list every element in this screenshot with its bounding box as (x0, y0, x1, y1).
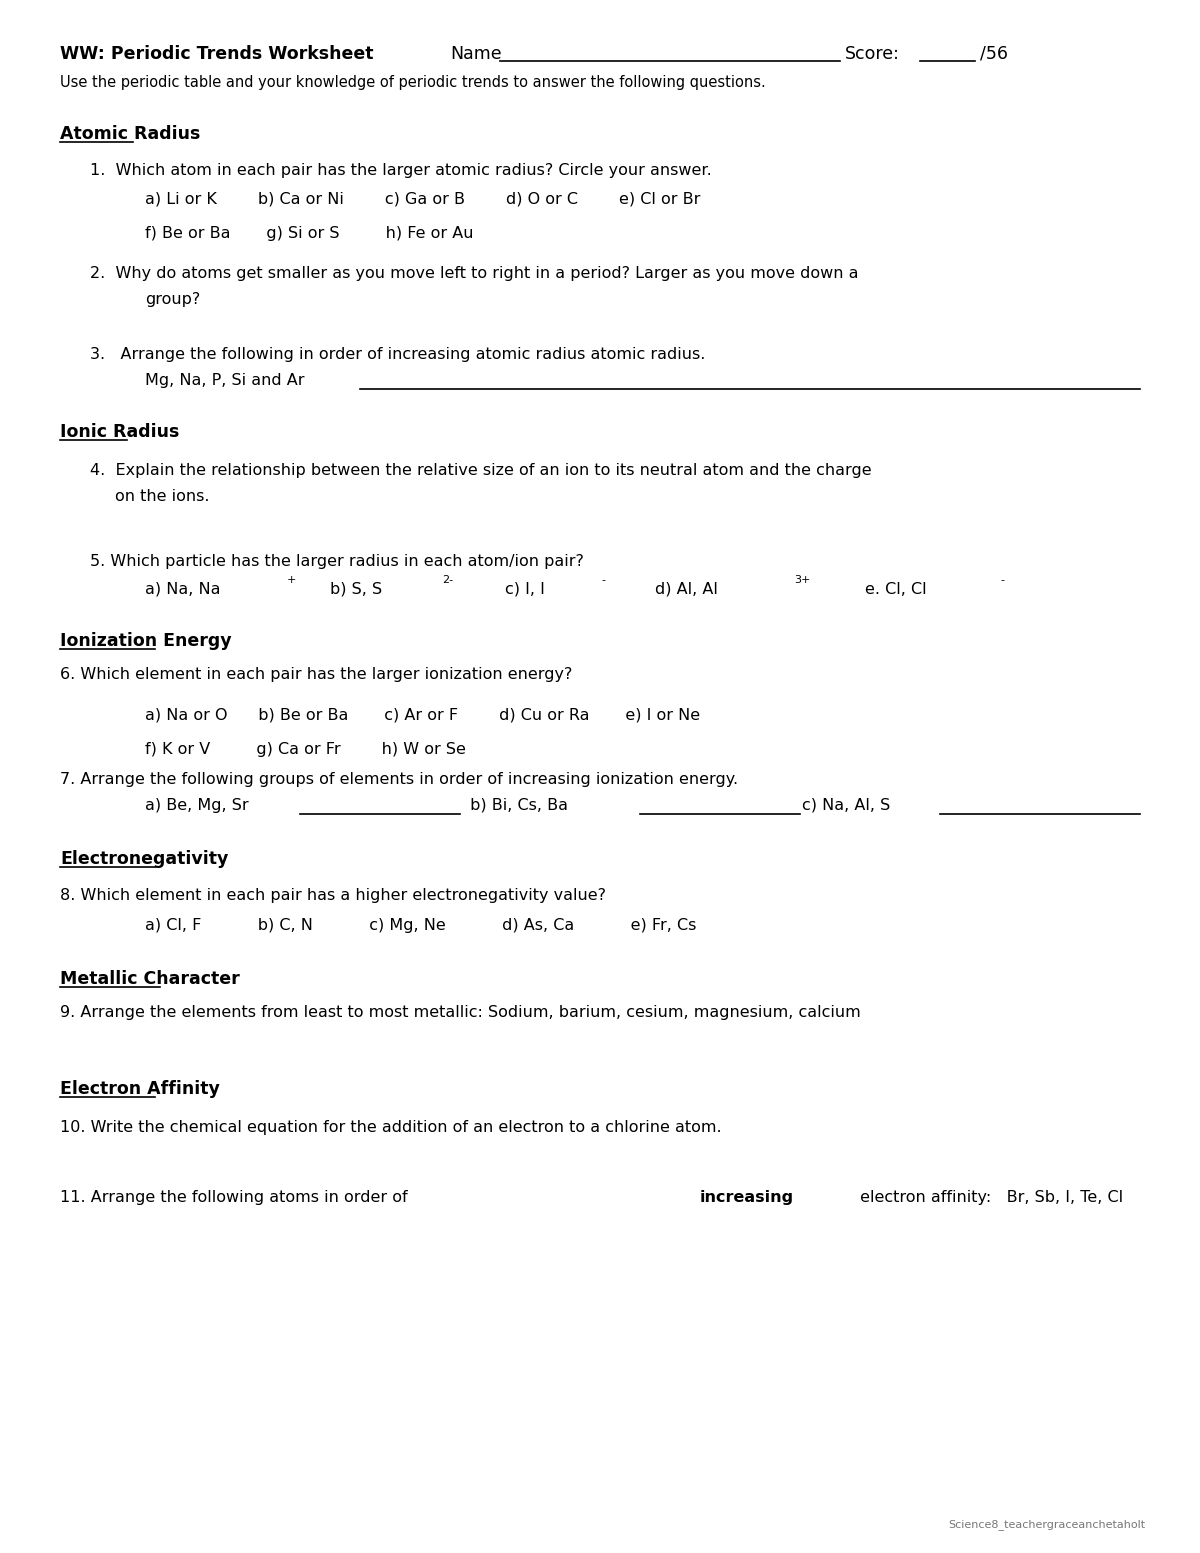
Text: 5. Which particle has the larger radius in each atom/ion pair?: 5. Which particle has the larger radius … (90, 554, 584, 568)
Text: Metallic Character: Metallic Character (60, 971, 240, 988)
Text: 11. Arrange the following atoms in order of: 11. Arrange the following atoms in order… (60, 1190, 413, 1205)
Text: -: - (601, 575, 605, 585)
Text: a) Be, Mg, Sr: a) Be, Mg, Sr (145, 798, 253, 814)
Text: -: - (1000, 575, 1004, 585)
Text: Use the periodic table and your knowledge of periodic trends to answer the follo: Use the periodic table and your knowledg… (60, 75, 766, 90)
Text: 8. Which element in each pair has a higher electronegativity value?: 8. Which element in each pair has a high… (60, 888, 606, 902)
Text: a) Cl, F           b) C, N           c) Mg, Ne           d) As, Ca           e) : a) Cl, F b) C, N c) Mg, Ne d) As, Ca e) (145, 918, 696, 933)
Text: +: + (287, 575, 296, 585)
Text: 9. Arrange the elements from least to most metallic: Sodium, barium, cesium, mag: 9. Arrange the elements from least to mo… (60, 1005, 860, 1020)
Text: 4.  Explain the relationship between the relative size of an ion to its neutral : 4. Explain the relationship between the … (90, 463, 871, 478)
Text: WW: Periodic Trends Worksheet: WW: Periodic Trends Worksheet (60, 45, 373, 64)
Text: 1.  Which atom in each pair has the larger atomic radius? Circle your answer.: 1. Which atom in each pair has the large… (90, 163, 712, 179)
Text: e. Cl, Cl: e. Cl, Cl (865, 582, 926, 596)
Text: Mg, Na, P, Si and Ar: Mg, Na, P, Si and Ar (145, 373, 305, 388)
Text: d) Al, Al: d) Al, Al (655, 582, 718, 596)
Text: c) I, I: c) I, I (505, 582, 545, 596)
Text: Ionic Radius: Ionic Radius (60, 422, 179, 441)
Text: 10. Write the chemical equation for the addition of an electron to a chlorine at: 10. Write the chemical equation for the … (60, 1120, 721, 1135)
Text: Electron Affinity: Electron Affinity (60, 1079, 220, 1098)
Text: Electronegativity: Electronegativity (60, 849, 228, 868)
Text: 2.  Why do atoms get smaller as you move left to right in a period? Larger as yo: 2. Why do atoms get smaller as you move … (90, 266, 858, 281)
Text: a) Na, Na: a) Na, Na (145, 582, 221, 596)
Text: a) Li or K        b) Ca or Ni        c) Ga or B        d) O or C        e) Cl or: a) Li or K b) Ca or Ni c) Ga or B d) O o… (145, 191, 701, 207)
Text: 2-: 2- (442, 575, 454, 585)
Text: 3.   Arrange the following in order of increasing atomic radius atomic radius.: 3. Arrange the following in order of inc… (90, 346, 706, 362)
Text: f) Be or Ba       g) Si or S         h) Fe or Au: f) Be or Ba g) Si or S h) Fe or Au (145, 227, 474, 241)
Text: b) S, S: b) S, S (330, 582, 382, 596)
Text: Atomic Radius: Atomic Radius (60, 124, 200, 143)
Text: b) Bi, Cs, Ba: b) Bi, Cs, Ba (466, 798, 574, 814)
Text: on the ions.: on the ions. (115, 489, 210, 505)
Text: group?: group? (145, 292, 200, 307)
Text: c) Na, Al, S: c) Na, Al, S (802, 798, 895, 814)
Text: Ionization Energy: Ionization Energy (60, 632, 232, 651)
Text: a) Na or O      b) Be or Ba       c) Ar or F        d) Cu or Ra       e) I or Ne: a) Na or O b) Be or Ba c) Ar or F d) Cu … (145, 707, 700, 722)
Text: 3+: 3+ (794, 575, 810, 585)
Text: increasing: increasing (700, 1190, 794, 1205)
Text: 7. Arrange the following groups of elements in order of increasing ionization en: 7. Arrange the following groups of eleme… (60, 772, 738, 787)
Text: electron affinity:   Br, Sb, I, Te, Cl: electron affinity: Br, Sb, I, Te, Cl (854, 1190, 1123, 1205)
Text: f) K or V         g) Ca or Fr        h) W or Se: f) K or V g) Ca or Fr h) W or Se (145, 742, 466, 756)
Text: Science8_teachergraceanchetaholt: Science8_teachergraceanchetaholt (948, 1519, 1145, 1530)
Text: 6. Which element in each pair has the larger ionization energy?: 6. Which element in each pair has the la… (60, 666, 572, 682)
Text: Score:: Score: (845, 45, 900, 64)
Text: /56: /56 (980, 45, 1008, 64)
Text: Name: Name (450, 45, 502, 64)
